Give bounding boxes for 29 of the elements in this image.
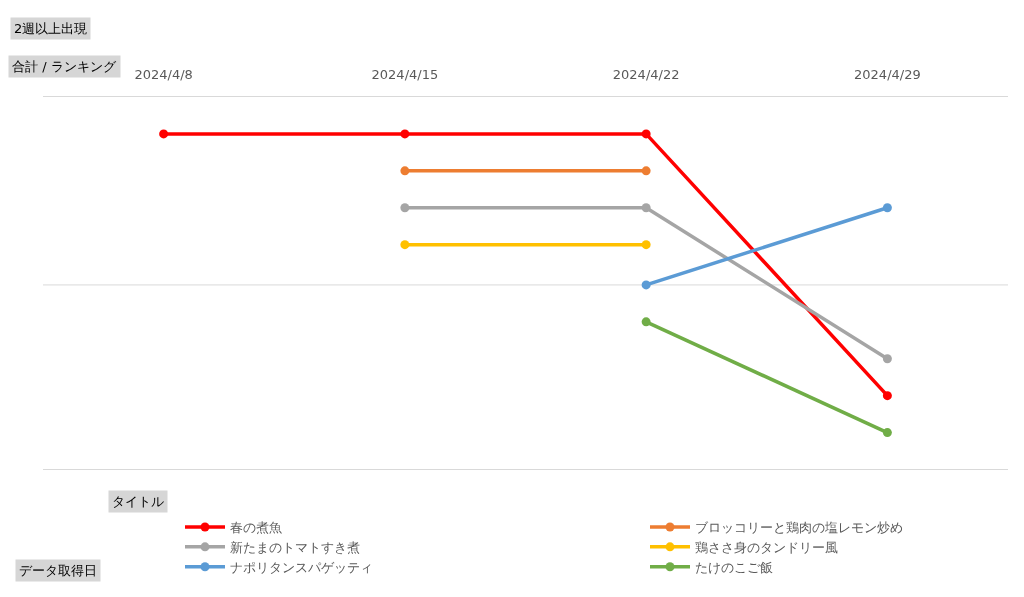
point: [882, 354, 892, 364]
legend-label: たけのこご飯: [695, 559, 773, 575]
point: [400, 166, 410, 176]
point: [400, 240, 410, 250]
legend-label: ブロッコリーと鶏肉の塩レモン炒め: [695, 520, 903, 536]
point: [159, 129, 169, 139]
point: [641, 240, 651, 250]
point: [400, 203, 410, 213]
y-axis-title: 合計 / ランキング: [12, 59, 117, 74]
point: [882, 428, 892, 438]
chart-title: 2週以上出現: [14, 21, 88, 36]
point: [641, 129, 651, 139]
legend-title: タイトル: [112, 494, 164, 509]
x-tick-label: 2024/4/8: [134, 66, 193, 82]
x-tick-label: 2024/4/22: [612, 66, 680, 82]
text: データ取得日: [19, 563, 97, 578]
point: [882, 391, 892, 401]
legend-label: 春の煮魚: [230, 520, 282, 536]
point: [641, 166, 651, 176]
point: [641, 203, 651, 213]
point: [641, 280, 651, 290]
x-tick-label: 2024/4/29: [854, 66, 921, 82]
legend-label: 鶏ささ身のタンドリー風: [695, 539, 838, 555]
x-tick-label: 2024/4/15: [371, 66, 439, 82]
point: [400, 129, 410, 139]
point: [641, 317, 651, 327]
point: [882, 203, 892, 213]
legend-label: 新たまのトマトすき煮: [230, 539, 360, 555]
legend-label: ナポリタンスパゲッティ: [230, 559, 373, 575]
